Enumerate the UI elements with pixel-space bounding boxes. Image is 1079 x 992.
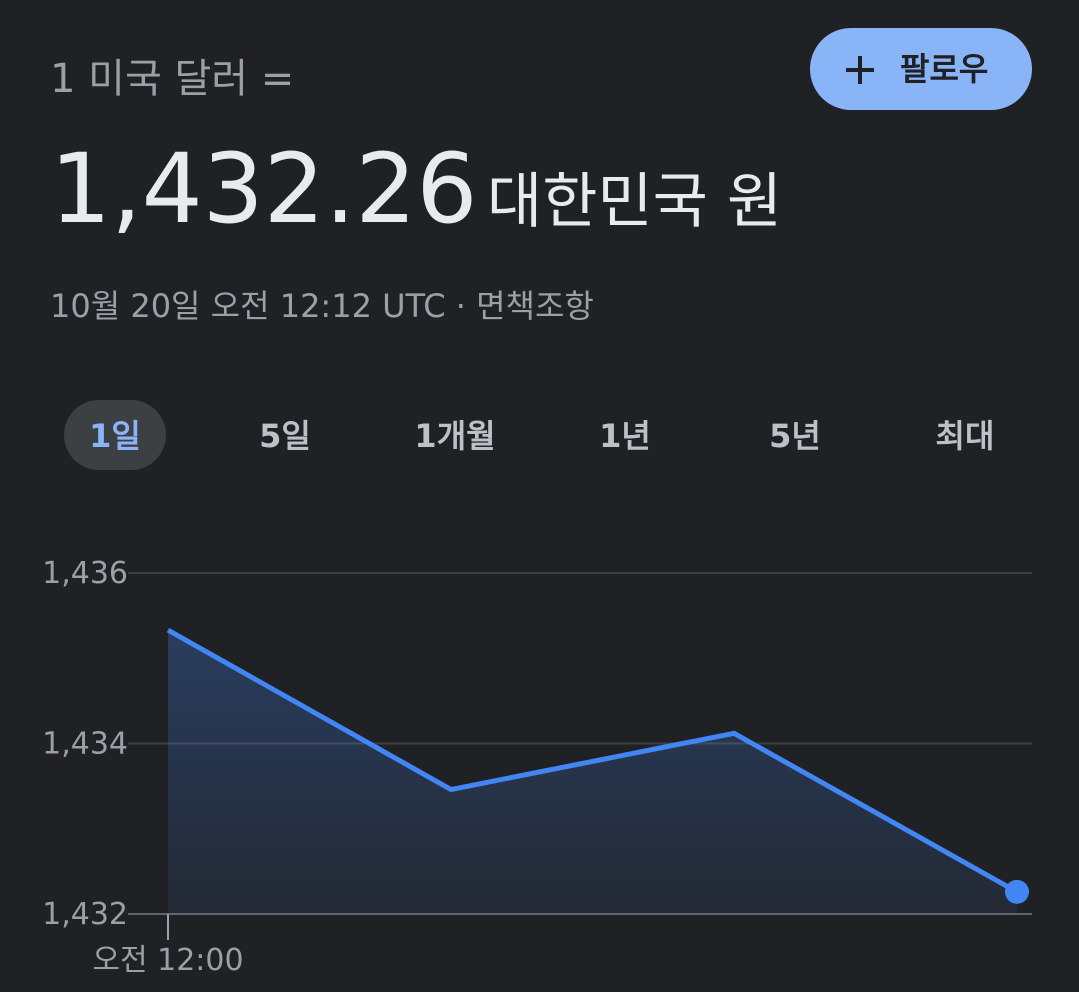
- tab-label: 5일: [259, 417, 311, 455]
- separator: ·: [456, 287, 466, 325]
- line: [166, 627, 1019, 895]
- timestamp-line: 10월 20일 오전 12:12 UTC · 면책조항: [50, 287, 594, 325]
- range-tabs: 1일 5일 1개월 1년 5년 최대: [64, 400, 994, 470]
- follow-button-bg: [810, 28, 1032, 110]
- tab-label: 1개월: [414, 417, 495, 455]
- tab-label: 최대: [936, 417, 995, 455]
- timestamp: 10월 20일 오전 12:12 UTC: [50, 287, 446, 325]
- range-tab[interactable]: 1일: [64, 400, 166, 470]
- range-tab[interactable]: 1년: [599, 417, 651, 455]
- follow-button[interactable]: 팔로우: [810, 28, 1032, 110]
- currency: 대한민국 원: [487, 167, 782, 237]
- y-tick-label: 1,434: [42, 727, 128, 762]
- range-tab[interactable]: 1개월: [414, 417, 495, 455]
- tab-label: 1일: [89, 417, 141, 455]
- area: [168, 630, 1017, 914]
- base-amount: 1 미국 달러 =: [50, 56, 294, 102]
- tab-label: 5년: [769, 417, 821, 455]
- y-tick-label: 1,432: [42, 897, 128, 932]
- follow-label: 팔로우: [900, 50, 988, 88]
- range-tab[interactable]: 5일: [259, 417, 311, 455]
- range-tab[interactable]: 5년: [769, 417, 821, 455]
- selected-tab-bg: [64, 400, 166, 470]
- chart: 1,432 1,434 1,436 오전 12:00: [42, 556, 1032, 978]
- disclaimer[interactable]: 면책조항: [476, 287, 594, 325]
- range-tab[interactable]: 최대: [936, 417, 995, 455]
- plus-icon: [846, 56, 874, 84]
- tab-label: 1년: [599, 417, 651, 455]
- y-tick-label: 1,436: [42, 556, 128, 591]
- rate: 1,432.26: [50, 133, 478, 245]
- x-tick-label: 오전 12:00: [92, 943, 243, 978]
- end-dot: [1005, 879, 1029, 904]
